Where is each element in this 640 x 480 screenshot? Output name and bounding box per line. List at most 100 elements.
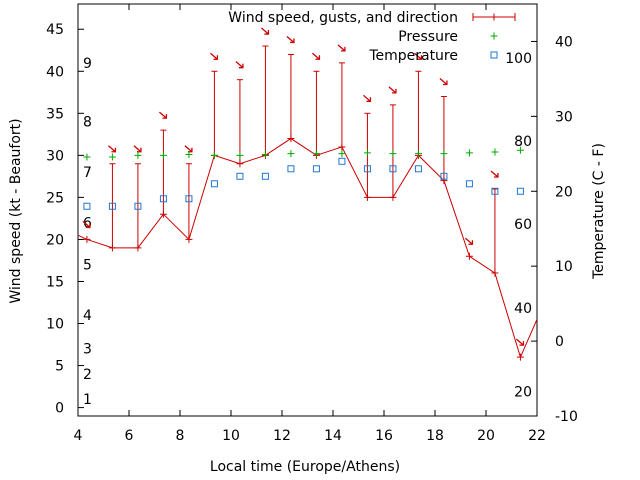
- pressure-point: [440, 150, 448, 158]
- temperature-point: [516, 187, 524, 195]
- temperature-point: [338, 157, 346, 165]
- y-right-tick-label: -10: [555, 409, 578, 425]
- legend-swatch-temperature: [490, 51, 498, 59]
- wind-direction-arrow: [516, 338, 524, 346]
- x-tick-label: 18: [426, 428, 444, 444]
- temperature-point: [465, 180, 473, 188]
- wind-direction-arrow: [337, 44, 346, 52]
- pressure-point: [465, 149, 473, 157]
- y-left-tick-label: 10: [46, 317, 64, 333]
- pressure-point: [389, 150, 397, 158]
- wind-direction-arrow: [261, 27, 269, 35]
- temperature-point: [134, 202, 142, 210]
- wind-direction-arrowhead: [417, 55, 423, 60]
- wind-direction-arrowhead: [111, 147, 117, 153]
- pressure-point: [312, 150, 320, 158]
- beaufort-label: 2: [83, 367, 92, 383]
- y-right-tick-label: 20: [555, 184, 573, 200]
- pressure-point: [338, 150, 346, 158]
- x-axis-title: Local time (Europe/Athens): [210, 459, 400, 475]
- x-tick-label: 16: [375, 428, 393, 444]
- pressure-point: [414, 150, 422, 158]
- axes: 4 6 8 10 12 14 16 18 20 22051015202530354045-1001…: [46, 4, 578, 444]
- y-left-tick-label: 15: [46, 274, 64, 290]
- y-left-tick-label: 40: [46, 64, 64, 80]
- wind-direction-arrowhead: [85, 223, 91, 229]
- y-axis-left-title: Wind speed (kt - Beaufort): [8, 118, 24, 303]
- x-tick-label: 4: [74, 428, 83, 444]
- x-tick-label: 6: [125, 428, 134, 444]
- plot-frame: [77, 3, 538, 417]
- plot-border: [77, 3, 538, 417]
- legend-swatch-pressure: [490, 32, 498, 40]
- wind-direction-arrow: [235, 61, 244, 69]
- pressure-point: [516, 146, 524, 154]
- pressure-point: [491, 148, 499, 156]
- pressure-point: [159, 151, 167, 159]
- x-tick-label: 20: [477, 428, 495, 444]
- wind-direction-arrowhead: [136, 147, 142, 153]
- series-layer: [77, 27, 538, 361]
- wind-direction-arrowhead: [289, 38, 295, 44]
- beaufort-label: 3: [83, 342, 92, 358]
- fahrenheit-label: 20: [514, 384, 532, 400]
- temperature-point: [210, 180, 218, 188]
- fahrenheit-label: 60: [514, 217, 532, 233]
- beaufort-label: 5: [83, 258, 92, 274]
- y-right-tick-label: 30: [555, 109, 573, 125]
- temperature-point: [491, 187, 499, 195]
- wind-direction-arrow: [363, 94, 371, 102]
- y-left-tick-label: 30: [46, 148, 64, 164]
- temperature-point: [108, 202, 116, 210]
- temperature-point: [312, 165, 320, 173]
- x-tick-label: 8: [176, 428, 185, 444]
- beaufort-label: 4: [83, 308, 92, 324]
- wind-speed-point: [83, 235, 91, 243]
- temperature-point: [287, 165, 295, 173]
- wind-speed-point: [465, 252, 473, 260]
- legend-label: Pressure: [398, 29, 458, 45]
- y-left-tick-label: 5: [55, 359, 64, 375]
- x-tick-label: 14: [324, 428, 342, 444]
- temperature-point: [389, 165, 397, 173]
- wind-direction-arrowhead: [340, 46, 346, 52]
- wind-direction-arrow: [490, 170, 499, 178]
- wind-direction-arrowhead: [213, 55, 219, 60]
- beaufort-label: 6: [83, 216, 92, 232]
- beaufort-label: 9: [83, 56, 92, 72]
- wind-direction-arrow: [82, 220, 91, 228]
- wind-direction-arrowhead: [391, 88, 397, 94]
- wind-direction-arrowhead: [519, 341, 525, 346]
- legend-label: Temperature: [368, 48, 458, 64]
- pressure-point: [134, 151, 142, 159]
- temperature-point: [414, 165, 422, 173]
- wind-direction-arrow: [184, 145, 193, 153]
- fahrenheit-label: 40: [514, 301, 532, 317]
- wind-speed-line: [77, 137, 538, 359]
- legend: Wind speed, gusts, and direction Pressure…: [228, 10, 516, 64]
- pressure-point: [83, 153, 91, 161]
- y-right-tick-label: 40: [555, 34, 573, 50]
- wind-direction-arrow: [312, 52, 320, 60]
- pressure-point: [236, 151, 244, 159]
- legend-label: Wind speed, gusts, and direction: [228, 10, 458, 26]
- wind-direction-arrowhead: [264, 30, 270, 35]
- wind-direction-arrow: [286, 35, 295, 43]
- pressure-point: [185, 151, 193, 159]
- x-tick-label: 10: [222, 428, 240, 444]
- y-axis-right-title: Temperature (C - F): [591, 143, 607, 280]
- beaufort-label: 8: [83, 115, 92, 131]
- temperature-point: [185, 195, 193, 203]
- temperature-point: [236, 172, 244, 180]
- wind-direction-arrowhead: [468, 240, 474, 245]
- y-left-tick-label: 45: [46, 22, 64, 38]
- wind-direction-arrow: [133, 145, 142, 153]
- pressure-point: [210, 151, 218, 159]
- y-left-tick-label: 35: [46, 106, 64, 122]
- wind-direction-arrow: [108, 145, 116, 153]
- temperature-point: [159, 195, 167, 203]
- wind-direction-arrow: [388, 86, 397, 94]
- wind-direction-arrow: [465, 237, 473, 245]
- wind-direction-arrowhead: [162, 114, 168, 119]
